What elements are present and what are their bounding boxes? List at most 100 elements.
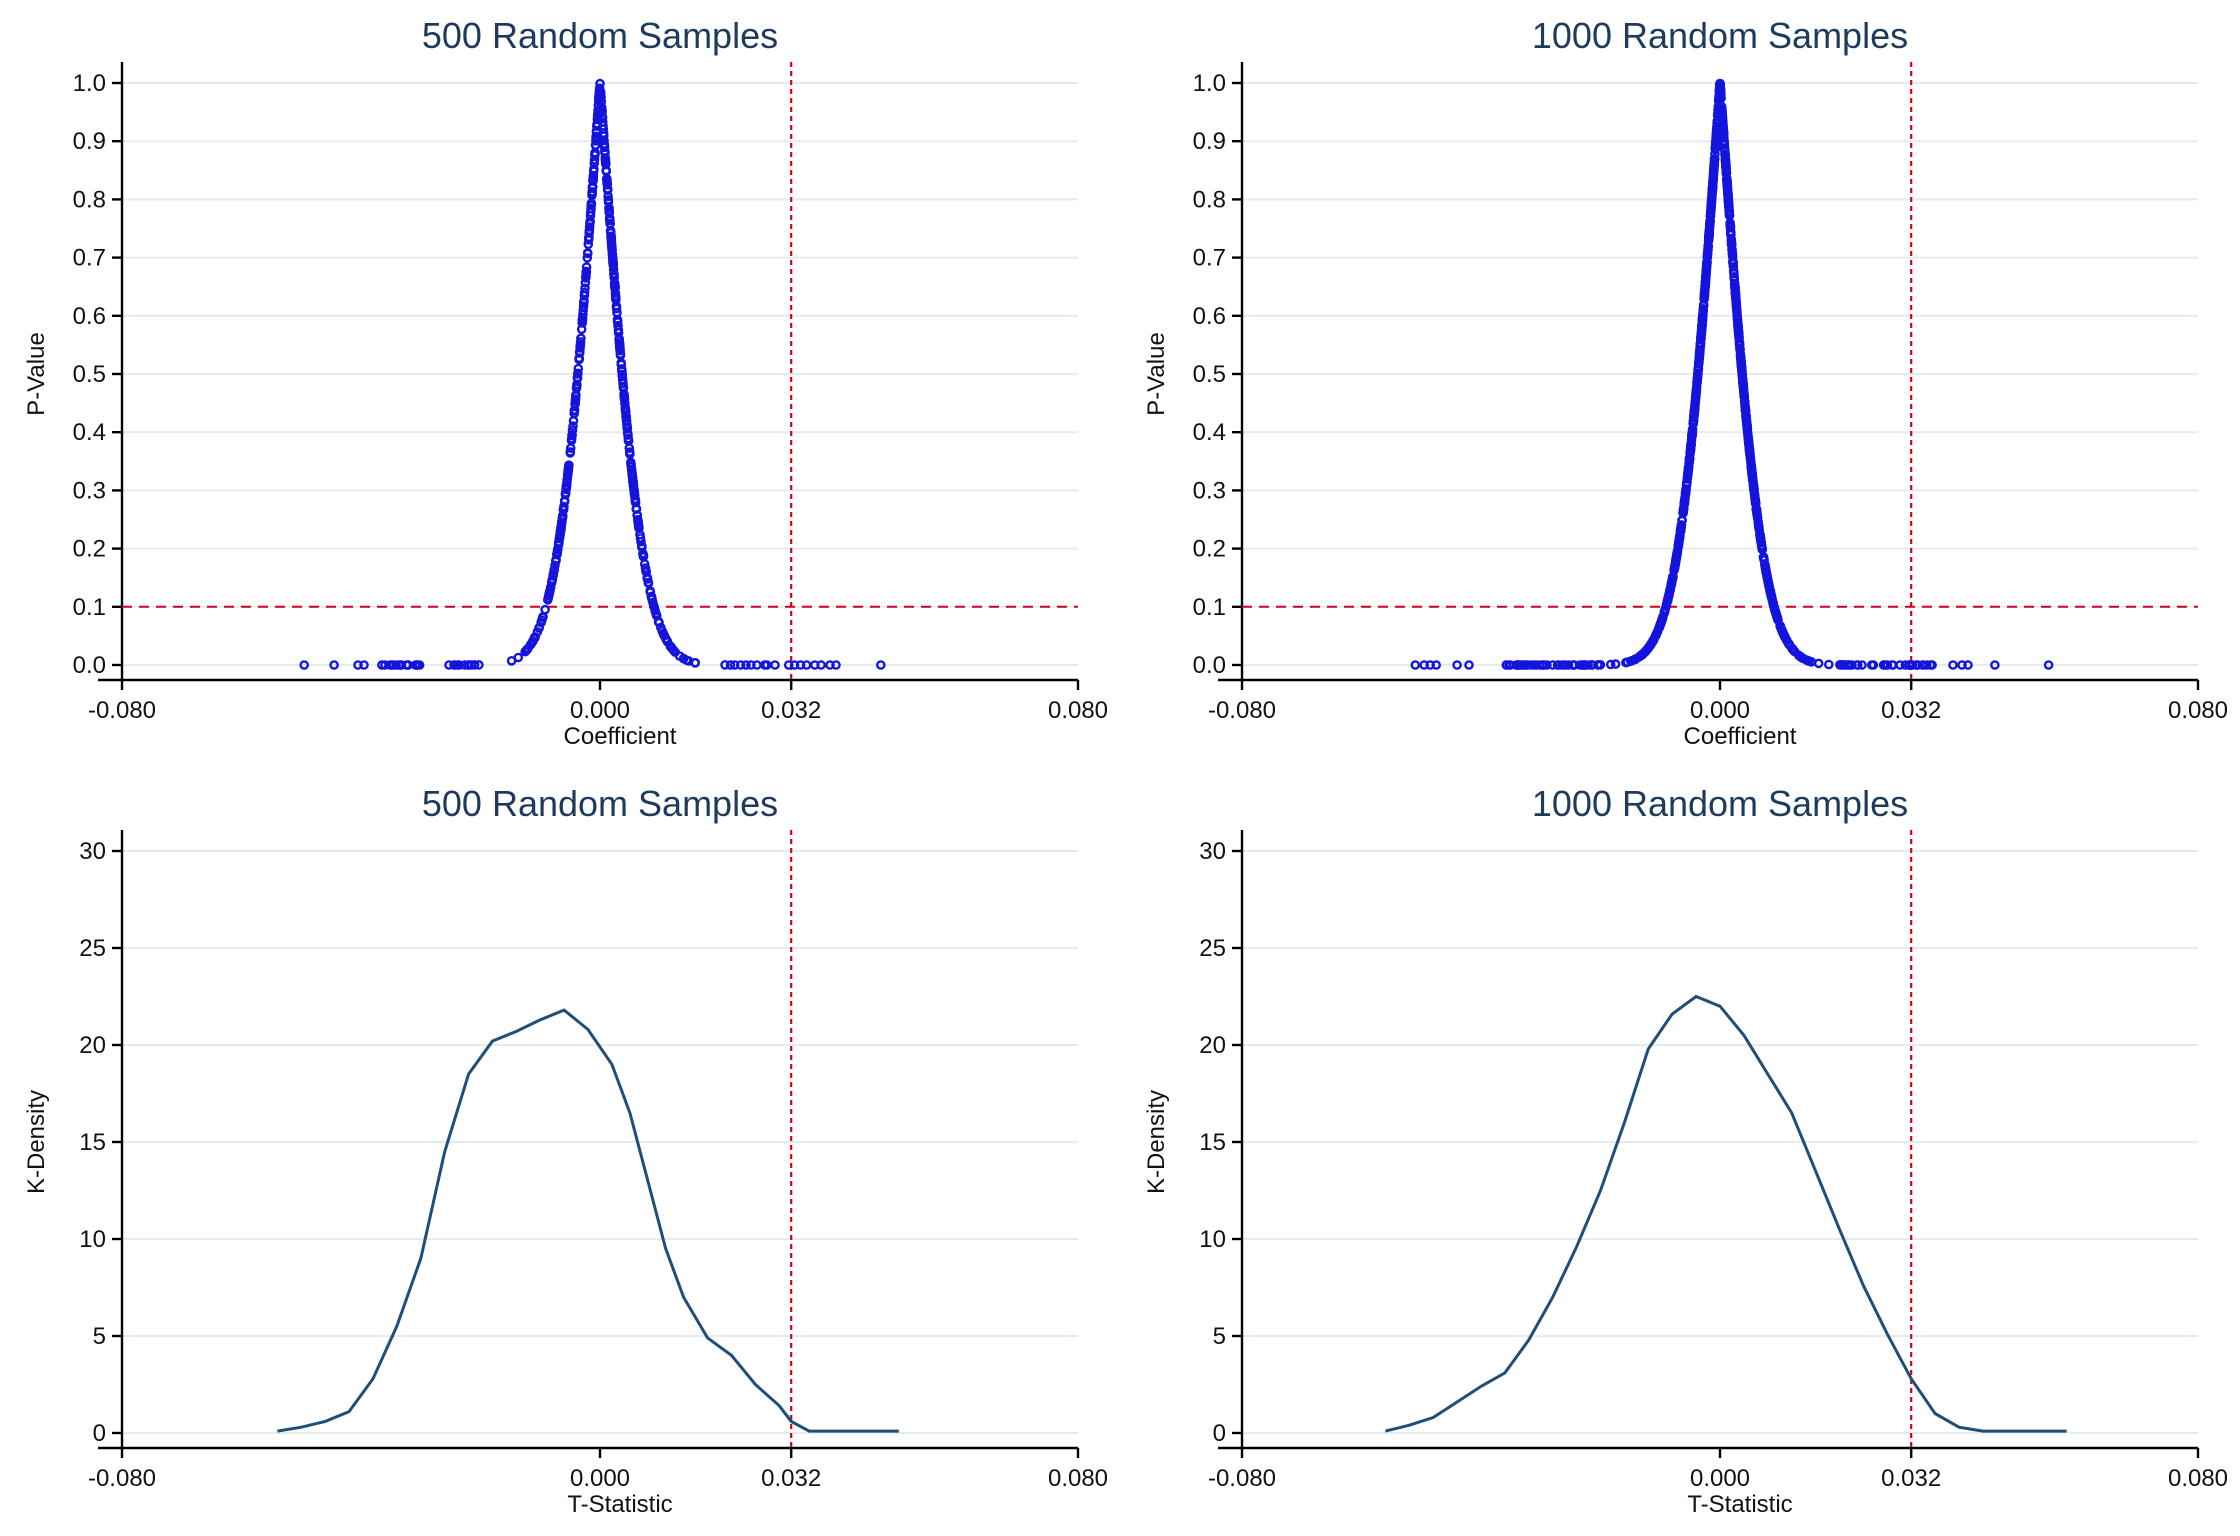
data-point: [573, 363, 584, 374]
data-point: [474, 660, 484, 670]
data-point: [1758, 553, 1769, 563]
data-point: [569, 405, 580, 416]
y-tick-label: 0.7: [73, 245, 106, 272]
chart-panel-top-left: 500 Random Samples 0.0 0.1 0.2 0.3 0.4 0.5 0.6 0…: [0, 0, 1120, 768]
data-point: [1730, 281, 1740, 291]
data-point: [658, 629, 669, 639]
data-point: [650, 605, 660, 616]
data-point: [1715, 84, 1726, 95]
data-point: [299, 660, 310, 670]
y-tick-label: 0.2: [1193, 536, 1226, 563]
data-point: [584, 227, 595, 237]
data-point: [1716, 101, 1727, 112]
data-point: [506, 656, 517, 666]
data-point: [1710, 144, 1721, 155]
data-point: [1728, 261, 1739, 272]
data-point: [625, 449, 635, 460]
data-point: [1729, 271, 1739, 282]
x-tick-label: 0.032: [1881, 697, 1941, 724]
data-point: [574, 354, 584, 365]
data-point: [1695, 345, 1705, 356]
x-tick-label: 0.000: [1690, 697, 1750, 724]
chart-title: 500 Random Samples: [422, 783, 778, 824]
data-point: [642, 573, 653, 583]
data-point: [587, 181, 598, 192]
data-point: [544, 589, 555, 599]
data-point: [1900, 660, 1911, 670]
data-point: [1452, 660, 1462, 670]
data-point: [1700, 280, 1711, 291]
data-point: [1702, 257, 1712, 267]
data-point: [1761, 565, 1771, 576]
data-point: [1750, 494, 1760, 504]
data-point: [1725, 222, 1736, 232]
data-point: [617, 366, 627, 377]
data-point: [563, 465, 574, 475]
data-point: [578, 301, 589, 311]
data-point: [589, 158, 600, 169]
y-tick-label: 15: [1199, 1129, 1226, 1156]
data-point: [1705, 218, 1715, 229]
data-point: [595, 78, 605, 89]
data-point: [1769, 603, 1780, 614]
data-point: [1762, 570, 1772, 581]
data-point: [454, 660, 465, 670]
y-tick-label: 0.4: [73, 419, 106, 446]
data-point: [1625, 656, 1636, 667]
data-point: [1575, 660, 1585, 670]
data-point: [1753, 521, 1764, 532]
data-point: [1557, 660, 1567, 670]
data-point: [1813, 658, 1824, 669]
x-axis-label: Coefficient: [564, 723, 677, 750]
data-point: [556, 524, 566, 534]
data-point: [1726, 238, 1737, 248]
x-axis-label: T-Statistic: [567, 1491, 672, 1518]
data-point: [1948, 660, 1958, 670]
data-point: [1538, 660, 1549, 670]
y-tick-label: 0.9: [73, 128, 106, 155]
data-point: [1734, 340, 1745, 351]
x-axis-label: Coefficient: [1684, 723, 1797, 750]
data-point: [577, 318, 588, 328]
data-point: [1720, 145, 1730, 156]
y-tick-label: 0.1: [73, 594, 106, 621]
data-point: [586, 203, 596, 214]
data-point: [1721, 168, 1732, 178]
y-tick-label: 0.4: [1193, 419, 1226, 446]
data-point: [619, 391, 630, 401]
data-point: [1779, 631, 1790, 641]
data-point: [567, 430, 577, 440]
x-tick-label: 0.000: [570, 697, 630, 724]
data-point: [1569, 660, 1579, 670]
data-point: [540, 604, 550, 615]
data-point: [2043, 660, 2054, 670]
y-tick-label: 30: [1199, 838, 1226, 865]
y-tick-label: 0.2: [73, 536, 106, 563]
y-tick-label: 10: [79, 1226, 106, 1253]
data-point: [606, 227, 616, 238]
data-point: [581, 266, 592, 277]
data-point: [626, 461, 637, 472]
data-point: [634, 523, 644, 534]
data-point: [449, 660, 459, 670]
data-point: [665, 641, 676, 651]
pvalue-scatter-1000: 1000 Random Samples 0.0 0.1 0.2 0.3 0.4 0.5 0.6…: [1143, 15, 2228, 750]
data-point: [613, 327, 624, 338]
data-point: [581, 272, 591, 282]
data-point: [1824, 659, 1834, 670]
data-point: [816, 660, 826, 670]
data-point: [746, 660, 756, 670]
data-point: [1718, 123, 1729, 134]
data-point: [632, 510, 643, 520]
data-point: [1605, 659, 1616, 670]
data-point: [1852, 660, 1863, 670]
data-point: [1657, 614, 1668, 625]
data-point: [565, 443, 576, 454]
data-point: [1787, 644, 1798, 655]
data-point: [1718, 129, 1729, 139]
data-point: [1887, 660, 1898, 670]
data-point: [1744, 444, 1755, 455]
data-point: [1689, 411, 1699, 421]
x-tick-label: 0.000: [1690, 1465, 1750, 1492]
data-point: [1796, 652, 1807, 663]
